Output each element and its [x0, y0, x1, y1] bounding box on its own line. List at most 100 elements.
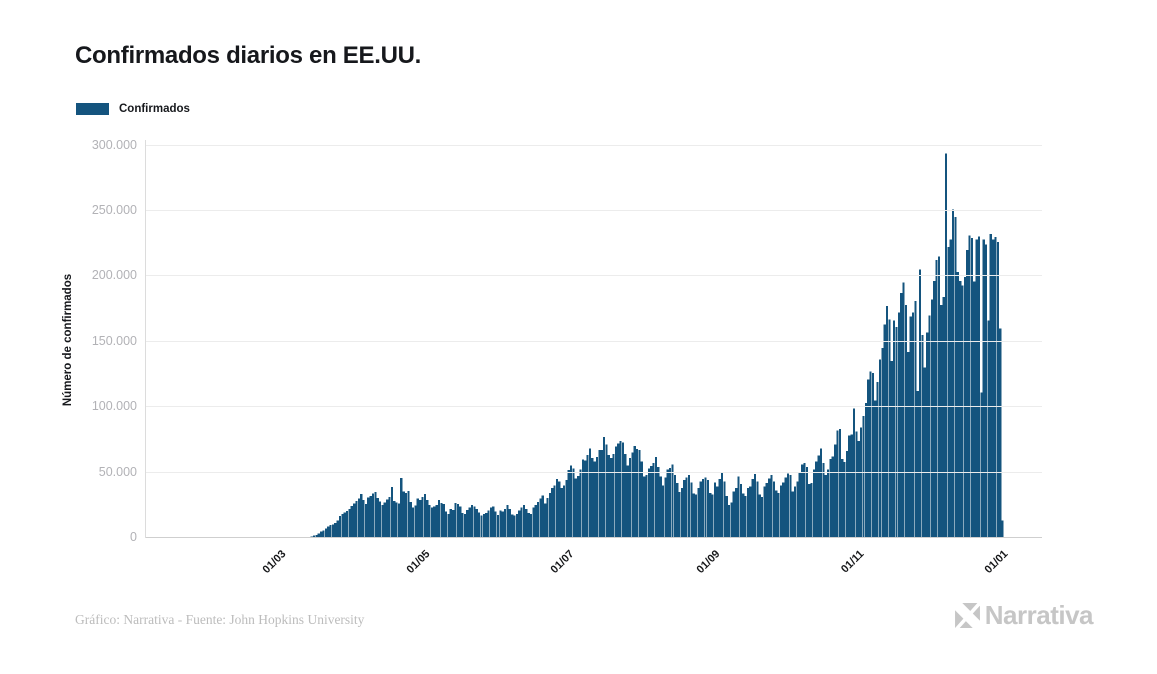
- bar: [959, 281, 962, 538]
- legend-label: Confirmados: [119, 103, 190, 115]
- bar: [904, 304, 908, 538]
- bar: [737, 476, 740, 538]
- bar: [621, 442, 625, 538]
- bar: [454, 502, 457, 538]
- bar: [687, 475, 691, 538]
- bar: [999, 328, 1002, 538]
- bar: [643, 476, 646, 538]
- bar: [720, 472, 724, 538]
- bar: [770, 474, 773, 538]
- bar: [610, 457, 613, 538]
- legend-swatch-icon: [76, 103, 109, 115]
- bar: [1001, 520, 1004, 538]
- bar: [522, 504, 526, 538]
- source-credit: Gráfico: Narrativa - Fuente: John Hopkin…: [75, 612, 365, 627]
- bar: [926, 332, 929, 538]
- bar: [355, 501, 358, 538]
- bar: [824, 474, 827, 538]
- bar: [633, 446, 636, 538]
- bar: [706, 480, 709, 538]
- bar: [603, 437, 606, 538]
- bar: [753, 473, 757, 538]
- bar: [985, 244, 988, 538]
- legend: Confirmados: [76, 103, 190, 115]
- bar: [558, 481, 561, 538]
- bar: [532, 507, 535, 538]
- bar: [404, 493, 408, 538]
- bar: [963, 277, 966, 538]
- bar: [574, 478, 577, 538]
- bar: [987, 320, 990, 538]
- y-tick-label: 0: [130, 530, 137, 544]
- bar: [329, 525, 332, 538]
- bar: [711, 494, 714, 538]
- x-tick-label: 01/05: [404, 548, 433, 576]
- bar: [893, 320, 896, 538]
- bar: [322, 530, 325, 538]
- bar: [878, 359, 882, 538]
- bar: [789, 474, 792, 538]
- bar: [673, 474, 676, 538]
- bar: [548, 492, 551, 538]
- bar: [996, 242, 999, 538]
- x-tick-label: 01/11: [838, 548, 867, 576]
- bar: [475, 509, 478, 538]
- bar: [669, 468, 672, 538]
- bar: [605, 444, 608, 538]
- bar: [739, 483, 742, 538]
- bar: [751, 478, 754, 538]
- bar: [480, 515, 483, 538]
- bar: [468, 507, 471, 538]
- bar: [772, 481, 775, 538]
- bar: [640, 461, 643, 538]
- bar: [829, 459, 832, 538]
- bar: [951, 209, 955, 538]
- gridline: [146, 210, 1042, 211]
- bar: [362, 500, 365, 538]
- bar: [312, 535, 316, 538]
- bar: [600, 450, 603, 538]
- bar: [746, 487, 750, 538]
- bar: [412, 507, 415, 538]
- bar: [756, 481, 759, 538]
- bar: [697, 487, 700, 538]
- bar: [390, 486, 393, 538]
- bar: [562, 485, 566, 538]
- bar: [760, 496, 764, 538]
- bar: [885, 306, 889, 538]
- bar: [864, 403, 867, 538]
- x-tick-label: 01/01: [982, 548, 1011, 576]
- bar: [369, 495, 372, 538]
- bar: [381, 504, 384, 538]
- bar: [812, 469, 816, 538]
- bar: [350, 505, 353, 538]
- bar: [763, 486, 766, 538]
- bar: [895, 327, 898, 538]
- bar: [367, 497, 370, 538]
- bar: [595, 456, 599, 538]
- bar: [386, 499, 389, 538]
- bar: [928, 315, 931, 538]
- bar: [909, 316, 912, 538]
- bar: [414, 505, 417, 538]
- bar: [400, 477, 403, 538]
- bar: [628, 457, 632, 538]
- bar: [338, 515, 342, 538]
- bar: [664, 477, 667, 538]
- bars-layer: [188, 153, 1004, 538]
- x-tick-label: 01/09: [694, 548, 723, 576]
- bar: [572, 468, 575, 538]
- bar: [494, 511, 497, 538]
- brand-name: Narrativa: [984, 600, 1094, 630]
- bar: [827, 469, 830, 538]
- bar: [376, 498, 379, 538]
- bar: [492, 506, 495, 538]
- bar: [360, 493, 363, 538]
- bar: [541, 495, 544, 538]
- bar: [320, 531, 323, 538]
- bar: [994, 236, 997, 538]
- bar: [949, 239, 952, 538]
- bar: [838, 428, 842, 538]
- bar: [654, 456, 658, 538]
